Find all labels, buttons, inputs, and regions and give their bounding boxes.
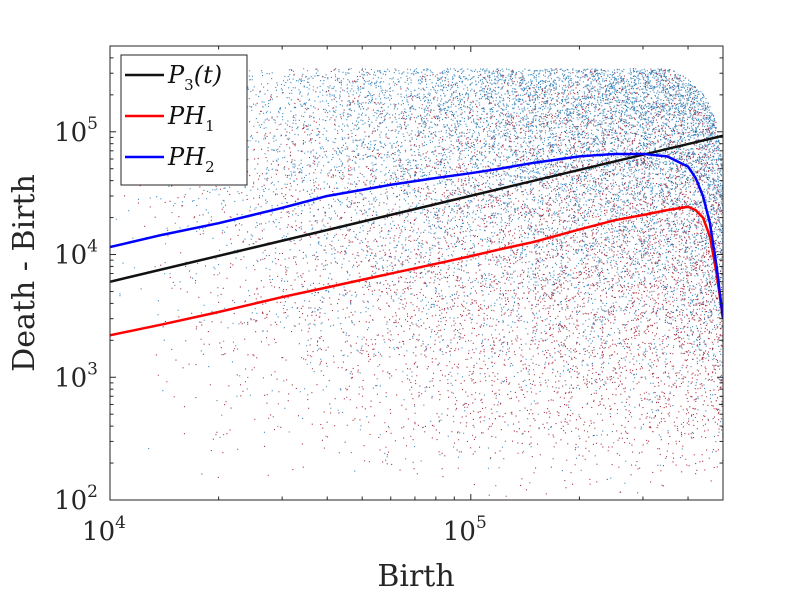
- legend-box: [120, 54, 248, 186]
- y-tick-label: 102: [54, 482, 98, 516]
- series-lines: [110, 134, 723, 337]
- y-tick-label: 105: [54, 114, 98, 148]
- y-tick-label: 104: [54, 237, 98, 271]
- x-tick-label: 104: [82, 513, 126, 547]
- ph2-line: [110, 152, 723, 319]
- p3-line: [110, 134, 723, 283]
- legend: P3(t) PH1 PH2: [120, 54, 248, 186]
- scatter-points: [115, 68, 723, 497]
- y-tick-label: 103: [54, 359, 98, 393]
- ph1-line: [110, 205, 723, 337]
- y-axis-title: Death - Birth: [7, 174, 42, 372]
- legend-entry-ph1: PH1: [167, 102, 215, 135]
- x-axis-title: Birth: [377, 559, 454, 594]
- ph1-scatter-points: [122, 68, 723, 497]
- x-tick-label: 105: [443, 513, 487, 547]
- axes-box: [109, 45, 724, 501]
- legend-entry-p3: P3(t): [167, 61, 222, 94]
- axes: [109, 45, 724, 501]
- legend-entry-ph2: PH2: [167, 143, 215, 176]
